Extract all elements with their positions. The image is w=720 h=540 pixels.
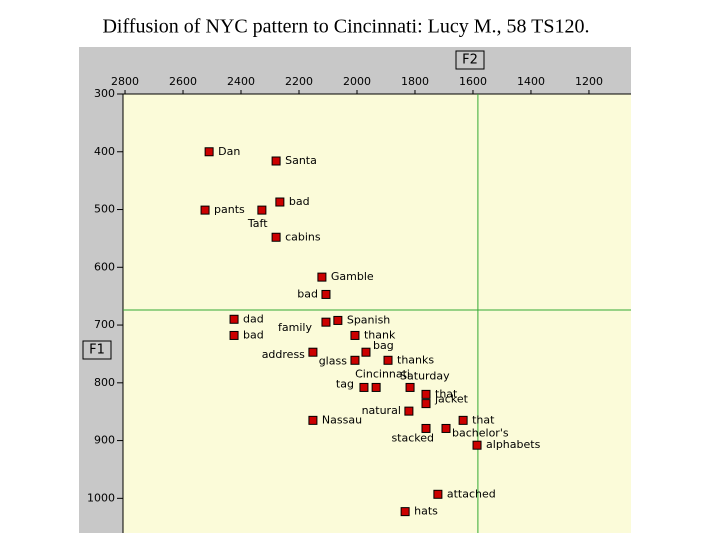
point-label: thanks bbox=[397, 353, 434, 366]
point bbox=[271, 232, 281, 242]
point bbox=[229, 330, 239, 340]
y-tick-label: 900 bbox=[94, 434, 115, 447]
point-label: Dan bbox=[218, 145, 240, 158]
point bbox=[404, 406, 414, 416]
point bbox=[421, 389, 431, 399]
plot-area bbox=[123, 94, 631, 533]
point bbox=[421, 399, 431, 409]
y-tick-label: 600 bbox=[94, 260, 115, 273]
point bbox=[350, 355, 360, 365]
point-label: Nassau bbox=[322, 413, 362, 426]
x-tick-label: 2800 bbox=[111, 75, 139, 88]
point-label: hats bbox=[414, 505, 438, 518]
x-tick-label: 1800 bbox=[401, 75, 429, 88]
point-label: Saturday bbox=[400, 369, 450, 382]
point bbox=[317, 272, 327, 282]
point-label: bachelor's bbox=[452, 426, 509, 439]
point-label: tag bbox=[336, 377, 354, 390]
point-label: bad bbox=[297, 287, 318, 300]
y-label-box bbox=[82, 340, 112, 360]
point bbox=[361, 347, 371, 357]
point bbox=[200, 205, 210, 215]
point-label: glass bbox=[319, 354, 348, 367]
point-label: address bbox=[262, 348, 305, 361]
point bbox=[421, 423, 431, 433]
point-label: bad bbox=[243, 328, 264, 341]
x-tick-label: 2000 bbox=[343, 75, 371, 88]
y-tick-label: 400 bbox=[94, 145, 115, 158]
chart-title: Diffusion of NYC pattern to Cincinnati: … bbox=[102, 16, 589, 38]
x-tick-label: 1600 bbox=[459, 75, 487, 88]
point bbox=[257, 205, 267, 215]
point-label: attached bbox=[447, 487, 496, 500]
y-tick-label: 800 bbox=[94, 376, 115, 389]
x-tick-label: 2600 bbox=[169, 75, 197, 88]
point-label: stacked bbox=[391, 431, 434, 444]
point-label: that bbox=[472, 413, 495, 426]
y-tick-label: 500 bbox=[94, 203, 115, 216]
point-label: cabins bbox=[285, 230, 321, 243]
y-tick-label: 1000 bbox=[87, 491, 115, 504]
point-label: bag bbox=[373, 339, 394, 352]
point-label: Spanish bbox=[347, 313, 390, 326]
x-tick-label: 1400 bbox=[517, 75, 545, 88]
x-axis-label: F2 bbox=[462, 53, 478, 68]
point bbox=[321, 317, 331, 327]
point bbox=[359, 382, 369, 392]
x-tick-label: 1200 bbox=[575, 75, 603, 88]
point bbox=[472, 440, 482, 450]
point-label: natural bbox=[362, 404, 401, 417]
point bbox=[400, 507, 410, 517]
point-label: Santa bbox=[285, 154, 317, 167]
point bbox=[308, 347, 318, 357]
point-label: jacket bbox=[434, 393, 469, 406]
point bbox=[433, 489, 443, 499]
point-label: Taft bbox=[247, 217, 268, 230]
point bbox=[441, 423, 451, 433]
x-tick-label: 2400 bbox=[227, 75, 255, 88]
x-label-box bbox=[455, 50, 485, 70]
point-label: Gamble bbox=[331, 270, 374, 283]
point-label: alphabets bbox=[486, 438, 541, 451]
point-label: bad bbox=[289, 195, 310, 208]
point bbox=[321, 289, 331, 299]
y-axis-label: F1 bbox=[89, 343, 105, 358]
point bbox=[350, 330, 360, 340]
point bbox=[333, 315, 343, 325]
point bbox=[308, 415, 318, 425]
point bbox=[204, 147, 214, 157]
point-label: that bbox=[435, 387, 458, 400]
y-tick-label: 300 bbox=[94, 87, 115, 100]
point bbox=[275, 197, 285, 207]
point bbox=[229, 314, 239, 324]
point bbox=[271, 156, 281, 166]
point bbox=[458, 415, 468, 425]
point bbox=[371, 382, 381, 392]
point-label: thank bbox=[364, 328, 396, 341]
point-label: pants bbox=[214, 203, 245, 216]
x-tick-label: 2200 bbox=[285, 75, 313, 88]
point bbox=[405, 382, 415, 392]
point-label: Cincinnati bbox=[355, 367, 410, 380]
point bbox=[383, 355, 393, 365]
point-label: family bbox=[278, 321, 312, 334]
point-label: dad bbox=[243, 312, 264, 325]
y-tick-label: 700 bbox=[94, 318, 115, 331]
